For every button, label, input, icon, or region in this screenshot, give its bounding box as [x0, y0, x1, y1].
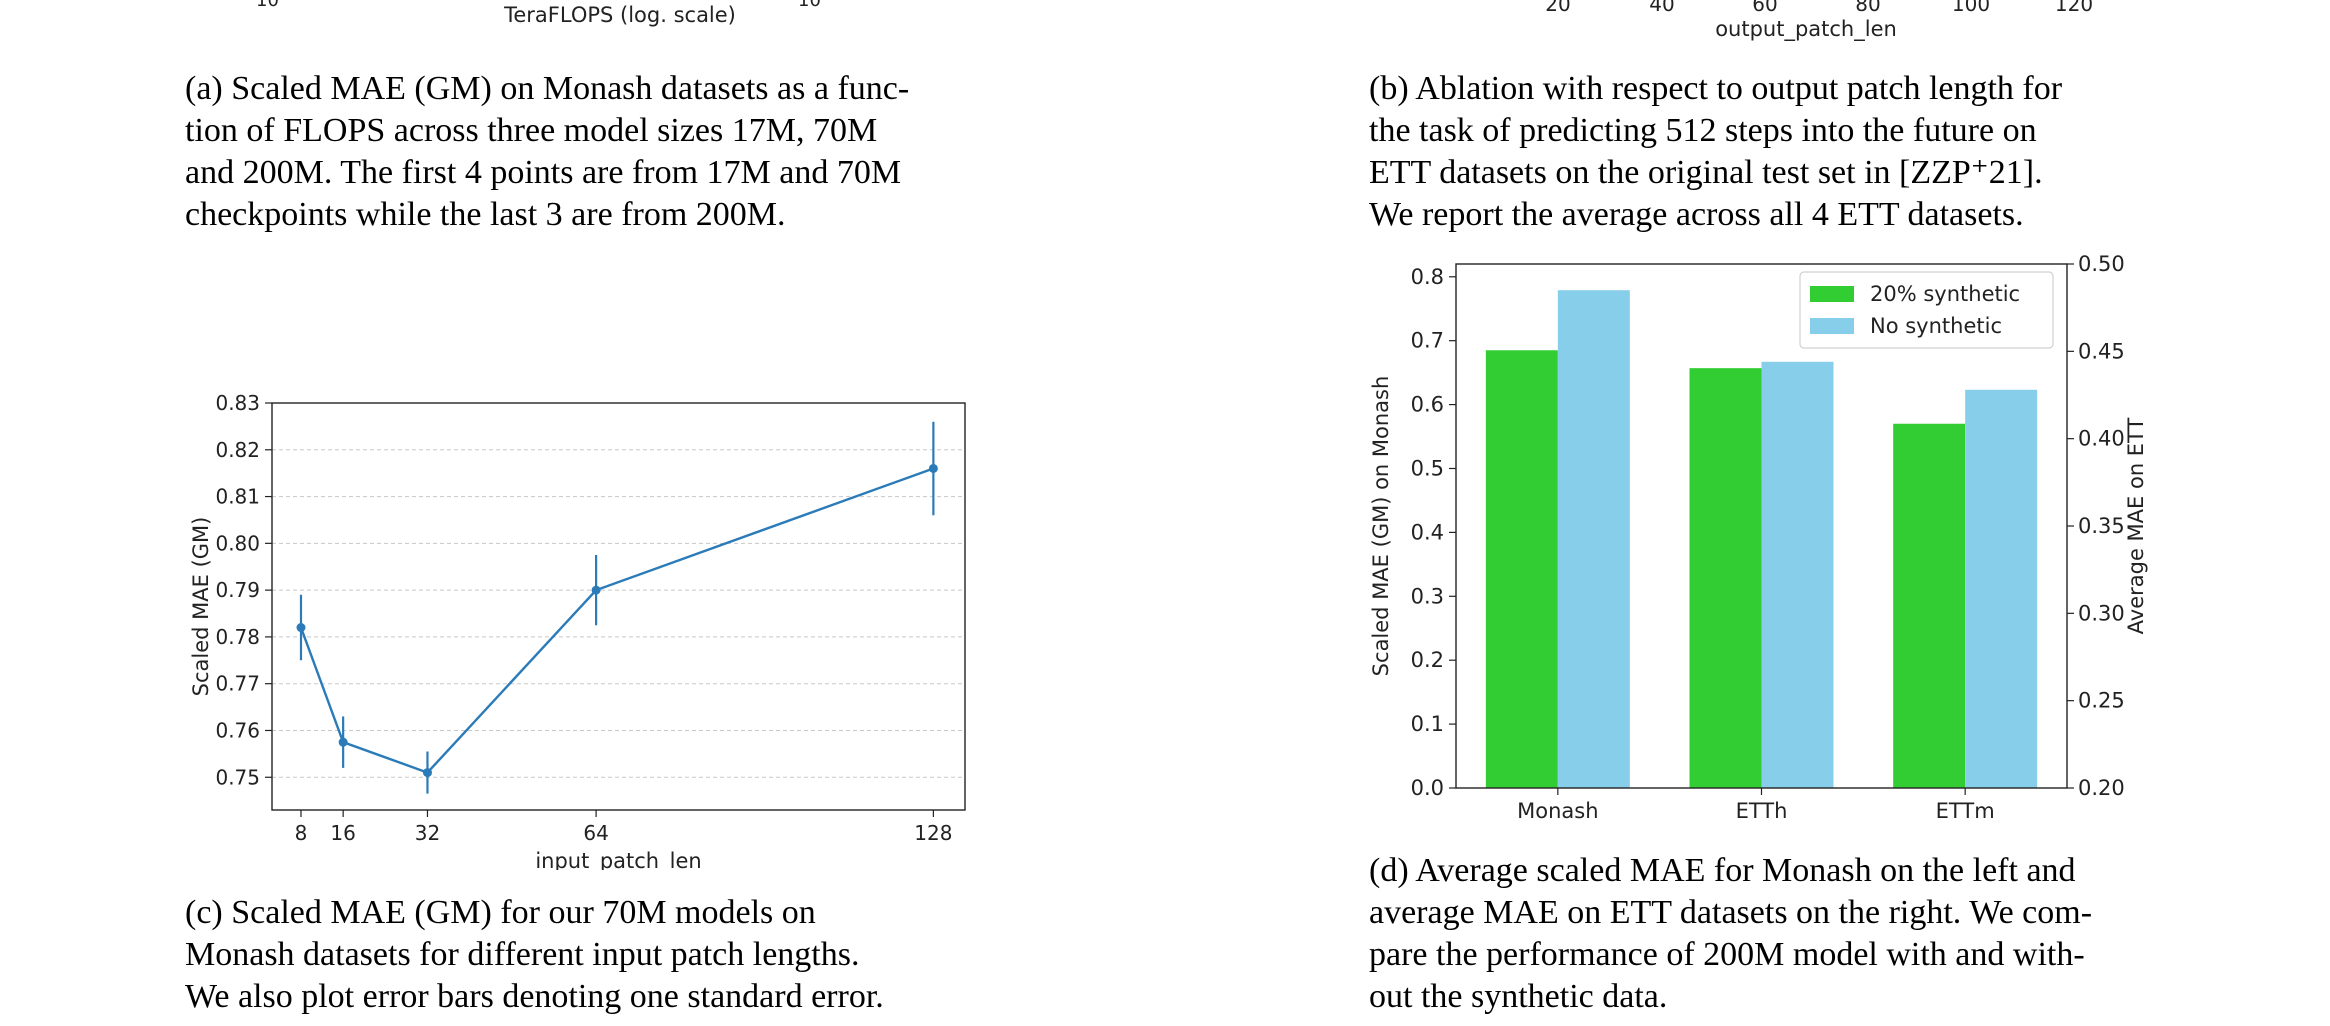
- x-tick-label: Monash: [1517, 799, 1598, 823]
- caption-a-line: (a) Scaled MAE (GM) on Monash datasets a…: [185, 70, 910, 107]
- legend-box: [1799, 271, 2054, 349]
- chart-b-tick: 40: [1649, 0, 1675, 16]
- y-tick-label: 0.76: [215, 718, 260, 742]
- y-tick-label: 0.80: [215, 531, 260, 555]
- bar-no-synthetic: [1557, 290, 1630, 788]
- series-line: [299, 467, 934, 774]
- chart-a-tick-1e8: 10⁸: [798, 0, 829, 11]
- bar-no-synthetic: [1761, 361, 1834, 788]
- chart-b-tick: 120: [2054, 0, 2094, 16]
- data-point: [338, 737, 348, 747]
- x-tick-label: 16: [330, 821, 355, 845]
- caption-d-line: out the synthetic data.: [1369, 978, 1668, 1015]
- y-tick-label-left: 0.2: [1411, 648, 1444, 672]
- y-tick-label-left: 0.1: [1411, 712, 1444, 736]
- data-point: [591, 585, 601, 595]
- caption-d: (d) Average scaled MAE for Monash on the…: [1369, 850, 2164, 1018]
- data-point: [296, 623, 306, 633]
- y-tick-label-left: 0.8: [1411, 265, 1444, 289]
- chart-b-tick: 100: [1951, 0, 1991, 16]
- y-tick-label-left: 0.5: [1411, 456, 1444, 480]
- bar-no-synthetic: [1965, 389, 2038, 788]
- caption-c-line: Monash datasets for different input patc…: [185, 936, 860, 973]
- x-tick-label: ETTm: [1936, 799, 1995, 823]
- y-tick-label: 0.75: [215, 765, 260, 789]
- x-tick-label: ETTh: [1736, 799, 1788, 823]
- chart-b-tick: 80: [1855, 0, 1881, 16]
- y-tick-label-left: 0.7: [1411, 329, 1444, 353]
- y-tick-label-right: 0.45: [2078, 339, 2125, 363]
- x-tick-label: 8: [295, 821, 308, 845]
- data-point: [928, 463, 938, 473]
- y-tick-label-right: 0.20: [2078, 776, 2125, 800]
- chart-b-tick: 20: [1545, 0, 1571, 16]
- y-tick-label-right: 0.50: [2078, 252, 2125, 276]
- caption-b-line: (b) Ablation with respect to output patc…: [1369, 70, 2063, 107]
- y-axis-label: Scaled MAE (GM): [189, 517, 213, 697]
- caption-b-line: ETT datasets on the original test set in…: [1369, 154, 2043, 191]
- y-tick-label-left: 0.6: [1411, 393, 1444, 417]
- caption-d-line: average MAE on ETT datasets on the right…: [1369, 894, 2093, 931]
- y-tick-label-left: 0.0: [1411, 776, 1444, 800]
- caption-a-line: checkpoints while the last 3 are from 20…: [185, 196, 786, 233]
- legend-label: No synthetic: [1870, 314, 2002, 338]
- x-axis-label: input_patch_len: [535, 849, 701, 870]
- chart-d: Monash ETTh ETTm 0.0 0.1 0.2 0.3 0.4 0.5 0.6 0.7 0.…: [1369, 252, 2148, 823]
- y-axis-label-left: Scaled MAE (GM) on Monash: [1369, 376, 1393, 677]
- y-tick-label-right: 0.40: [2078, 427, 2125, 451]
- chart-a-tick-1e7: 10⁷: [256, 0, 287, 11]
- y-tick-label: 0.79: [215, 578, 260, 602]
- y-tick-label: 0.81: [215, 485, 260, 509]
- y-tick-label: 0.78: [215, 625, 260, 649]
- caption-d-line: (d) Average scaled MAE for Monash on the…: [1369, 852, 2076, 889]
- y-tick-label-right: 0.35: [2078, 514, 2125, 538]
- chart-b-xlabel: output_patch_len: [1715, 17, 1897, 41]
- data-point: [422, 768, 432, 778]
- y-tick-label: 0.77: [215, 672, 260, 696]
- caption-d-line: pare the performance of 200M model with …: [1369, 936, 2085, 973]
- x-tick-label: 32: [415, 821, 440, 845]
- caption-b: (b) Ablation with respect to output patc…: [1369, 68, 2164, 236]
- bar-synthetic: [1893, 423, 1966, 788]
- y-tick-label: 0.82: [215, 438, 260, 462]
- caption-b-line: We report the average across all 4 ETT d…: [1369, 196, 2024, 233]
- y-axis-label-right: Average MAE on ETT: [2124, 417, 2148, 634]
- bar-synthetic: [1689, 368, 1762, 788]
- y-tick-label-right: 0.25: [2078, 689, 2125, 713]
- caption-c: (c) Scaled MAE (GM) for our 70M models o…: [185, 892, 975, 1018]
- legend-swatch: [1810, 286, 1854, 302]
- caption-a-line: tion of FLOPS across three model sizes 1…: [185, 112, 878, 149]
- y-tick-label-right: 0.30: [2078, 601, 2125, 625]
- caption-c-line: (c) Scaled MAE (GM) for our 70M models o…: [185, 894, 816, 931]
- x-tick-label: 64: [583, 821, 608, 845]
- y-tick-label-left: 0.4: [1411, 520, 1444, 544]
- chart-c: 0.75 0.76 0.77 0.78 0.79 0.80 0.81 0.82 0.83 8 16 3…: [189, 391, 966, 870]
- caption-b-line: the task of predicting 512 steps into th…: [1369, 112, 2037, 149]
- legend-swatch: [1810, 318, 1854, 334]
- bar-synthetic: [1485, 350, 1558, 788]
- y-tick-label-left: 0.3: [1411, 584, 1444, 608]
- x-tick-label: 128: [914, 821, 952, 845]
- caption-c-line: We also plot error bars denoting one sta…: [185, 978, 884, 1015]
- chart-a-xlabel: TeraFLOPS (log. scale): [504, 3, 736, 27]
- chart-b-tick: 60: [1752, 0, 1778, 16]
- legend-label: 20% synthetic: [1870, 282, 2020, 306]
- caption-a: (a) Scaled MAE (GM) on Monash datasets a…: [185, 68, 975, 236]
- y-tick-label: 0.83: [215, 391, 260, 415]
- plot-frame: [271, 402, 966, 811]
- caption-a-line: and 200M. The first 4 points are from 17…: [185, 154, 902, 191]
